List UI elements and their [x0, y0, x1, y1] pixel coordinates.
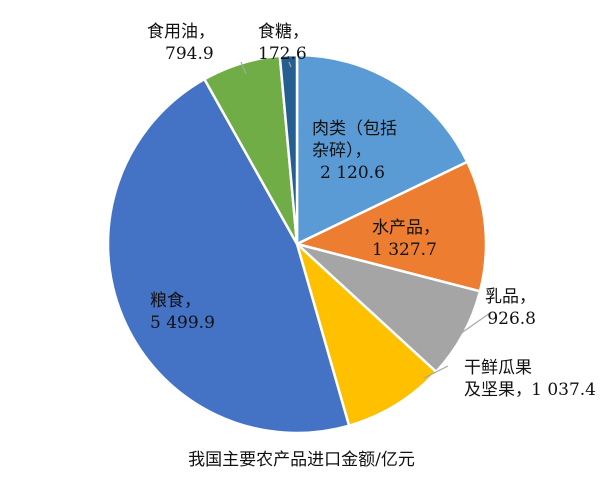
pie-slice: [294, 240, 438, 428]
pie-slice: [295, 53, 469, 246]
slice-name-label: 杂碎），: [312, 141, 372, 161]
slice-name-label: 食糖，: [258, 22, 309, 42]
leader-lines: [240, 61, 491, 379]
slice-value-label: 1 037.4: [531, 380, 596, 400]
slice-name-label: 及坚果，: [464, 380, 532, 400]
slice-name-label: 乳品，: [485, 287, 536, 307]
slice-name-label: 肉类（包括: [312, 119, 397, 139]
slice-name-label: 干鲜瓜果: [464, 358, 532, 378]
pie-slice: [296, 242, 482, 374]
slice-value-label: 2 120.6: [320, 163, 385, 183]
slice-value-label: 5 499.9: [150, 313, 215, 333]
slice-value-label: 926.8: [487, 309, 536, 329]
pie-slice: [293, 160, 488, 293]
slice-name-label: 水产品，: [372, 218, 440, 238]
pie-slices: [106, 53, 488, 435]
slice-name-label: 粮食，: [150, 291, 201, 311]
slice-value-label: 794.9: [165, 44, 214, 64]
leader-line: [459, 312, 491, 335]
chart-caption: 我国主要农产品进口金额/亿元: [188, 450, 415, 470]
slice-name-label: 食用油，: [147, 22, 215, 42]
slice-value-label: 172.6: [258, 44, 307, 64]
slice-value-label: 1 327.7: [372, 240, 437, 260]
leader-line: [288, 61, 292, 68]
leader-line: [240, 61, 247, 75]
pie-slice: [278, 53, 299, 245]
pie-slice: [106, 77, 351, 435]
leader-line: [423, 365, 449, 379]
